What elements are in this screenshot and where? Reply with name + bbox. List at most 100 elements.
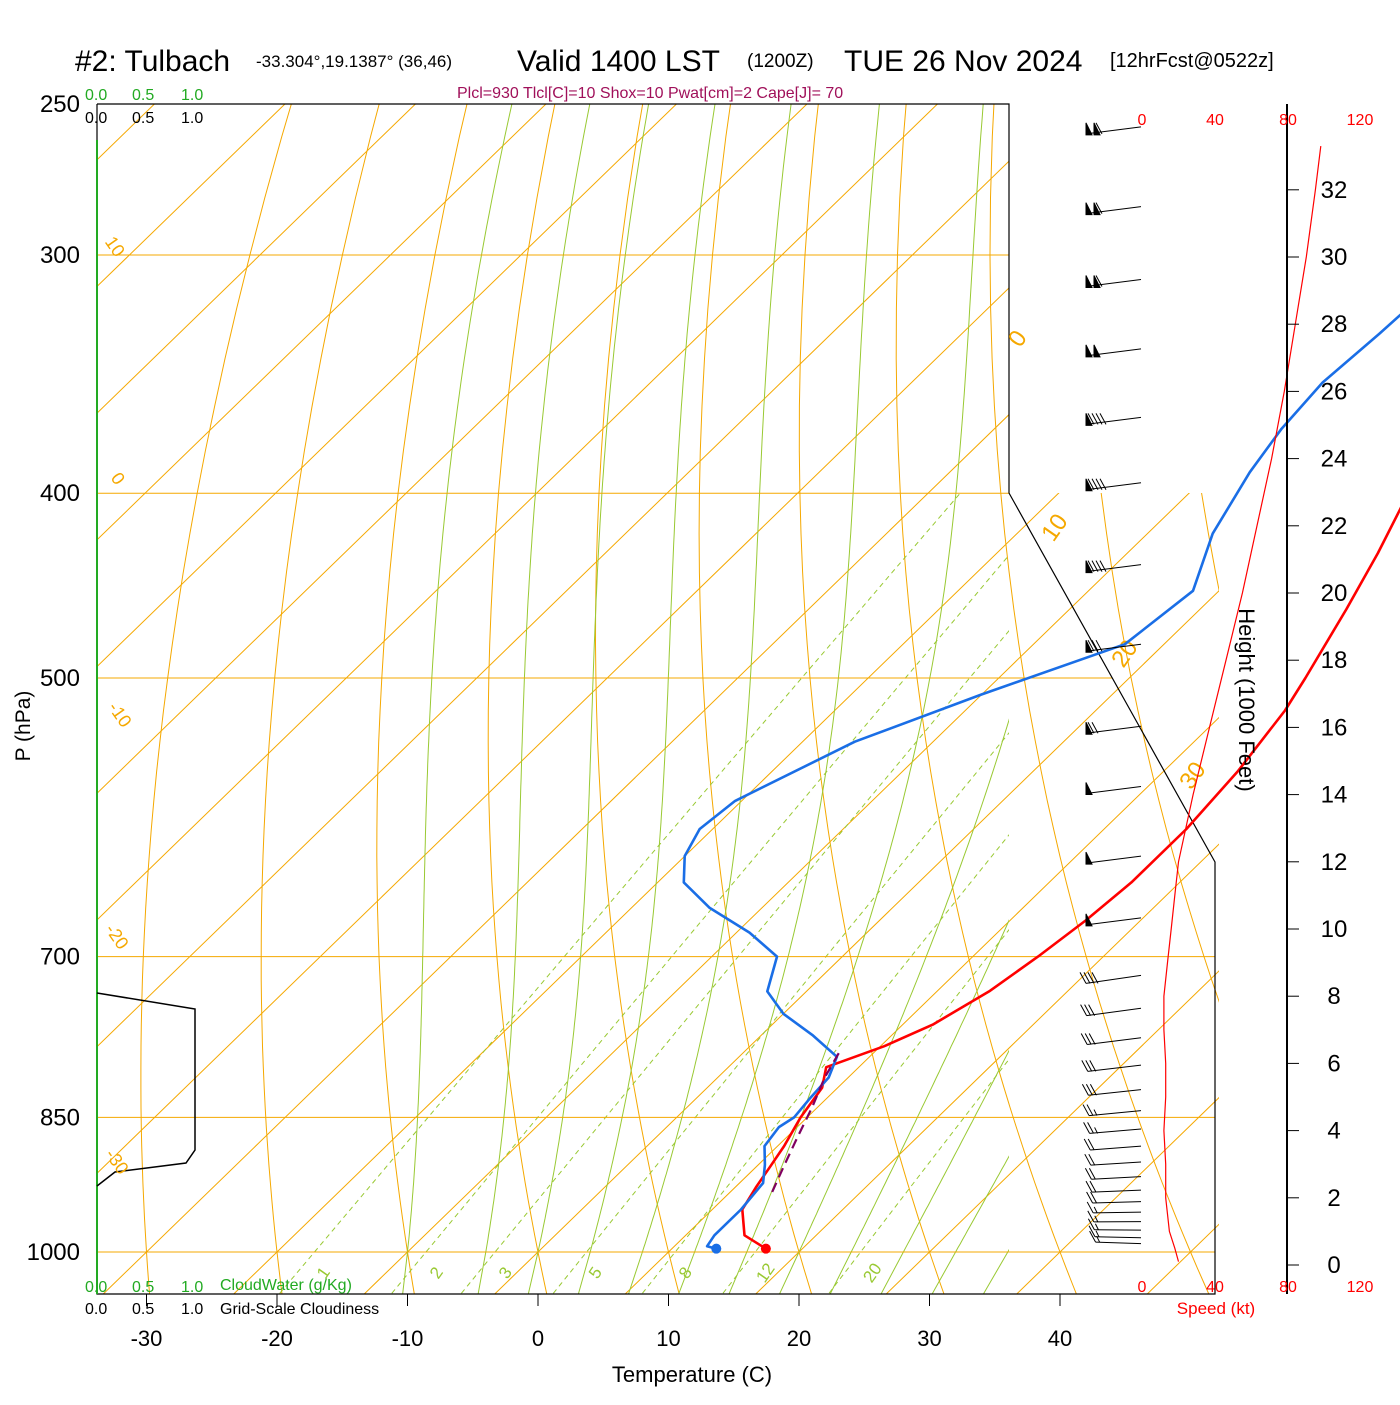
x-tick-label: -20	[261, 1326, 293, 1351]
wind-barb-flag	[1086, 123, 1092, 135]
height-tick-label: 4	[1327, 1118, 1340, 1145]
x-tick-label: 20	[787, 1326, 811, 1351]
isotherm-label: -30	[101, 1145, 132, 1178]
dry-adiabat-line	[1169, 70, 1400, 1331]
pressure-label: 250	[40, 91, 80, 118]
height-tick-label: 22	[1321, 513, 1348, 540]
wind-barb-staff	[1086, 787, 1141, 794]
height-tick-label: 12	[1321, 849, 1348, 876]
cloud-water-tick-top-2: 1.0	[181, 87, 203, 104]
isotherm-line	[0, 104, 1198, 1294]
mixing-ratio-line	[548, 493, 1207, 1300]
wind-barb-staff	[1090, 1146, 1141, 1150]
title-station: #2: Tulbach	[75, 45, 230, 78]
mixing-ratio-label: 20	[859, 1260, 885, 1286]
x-tick-label: -30	[131, 1326, 163, 1351]
dry-adiabats-extension	[141, 70, 1400, 1331]
isotherm-line	[1278, 104, 1400, 1294]
speed-tick-bottom-2: 80	[1279, 1279, 1297, 1296]
wind-barb-staff	[1087, 1008, 1141, 1015]
cloud-water-label: CloudWater (g/Kg)	[220, 1277, 352, 1294]
cloudiness-tick-bottom-0: 0.0	[85, 1301, 107, 1318]
mixing-ratio-label: 5	[585, 1264, 606, 1283]
wind-barb-staff	[1095, 1237, 1141, 1238]
cloud-water-tick-bottom-1: 0.5	[132, 1279, 154, 1296]
title-coords: -33.304°,19.1387° (36,46)	[256, 52, 452, 71]
dry-adiabat-line	[488, 70, 562, 1331]
moist-adiabat-line	[762, 87, 1106, 1331]
isotherm-line	[0, 104, 1068, 1294]
x-axis-label: Temperature (C)	[612, 1362, 772, 1387]
isotherm-label: 0	[107, 469, 129, 489]
wind-barb-staff	[1086, 918, 1141, 925]
cloud-water-tick-top-0: 0.0	[85, 87, 107, 104]
temperature-surface-marker	[761, 1244, 771, 1254]
isotherm-line	[1017, 104, 1400, 1294]
pressure-label: 300	[40, 242, 80, 269]
title-valid: Valid 1400 LST	[517, 45, 720, 78]
cloudiness-tick-top-2: 1.0	[181, 110, 203, 127]
isotherm-line	[756, 104, 1400, 1294]
isotherm-label: 10	[1036, 509, 1073, 546]
pressure-label: 1000	[27, 1239, 80, 1266]
mixing-ratio-label: 8	[675, 1264, 696, 1283]
title-fcst: [12hrFcst@0522z]	[1110, 50, 1274, 72]
wind-barb-staff	[1087, 1038, 1141, 1045]
params-line: Plcl=930 Tlcl[C]=10 Shox=10 Pwat[cm]=2 C…	[457, 85, 843, 102]
wind-barb-half	[1096, 1231, 1099, 1237]
dry-adiabat-line	[990, 70, 1226, 1331]
dry-adiabat-line	[1343, 70, 1400, 1331]
cloud-water-tick-top-1: 0.5	[132, 87, 154, 104]
x-tick-label: -10	[392, 1326, 424, 1351]
cloudiness-tick-top-1: 0.5	[132, 110, 154, 127]
cloudiness-tick-bottom-1: 0.5	[132, 1301, 154, 1318]
height-tick-label: 14	[1321, 782, 1348, 809]
speed-tick-bottom-0: 0	[1138, 1279, 1147, 1296]
isotherm-line	[103, 104, 1329, 1294]
wind-barb-half	[1095, 1224, 1098, 1230]
moist-adiabat-line	[568, 87, 718, 1331]
speed-tick-top-1: 40	[1206, 112, 1224, 129]
speed-tick-bottom-1: 40	[1206, 1279, 1224, 1296]
height-tick-label: 6	[1327, 1050, 1340, 1077]
wind-barb-staff	[1091, 1177, 1141, 1180]
height-tick-label: 10	[1321, 916, 1348, 943]
dry-adiabat-line	[261, 70, 388, 1331]
height-tick-label: 18	[1321, 647, 1348, 674]
wind-barb-half	[1094, 1207, 1097, 1213]
isotherm-line	[234, 104, 1400, 1294]
isotherm-label: 30	[1174, 757, 1211, 794]
cloudiness-tick-bottom-2: 1.0	[181, 1301, 203, 1318]
pressure-label: 700	[40, 944, 80, 971]
height-tick-label: 32	[1321, 177, 1348, 204]
mixing-ratio-lines	[274, 493, 1400, 1300]
wind-barb-staff	[1086, 856, 1141, 863]
mixing-ratio-line	[718, 493, 1359, 1300]
isotherm-line	[1147, 104, 1400, 1294]
isotherm-line	[886, 104, 1400, 1294]
mixing-ratio-line	[637, 493, 1287, 1300]
speed-axis-label: Speed (kt)	[1177, 1299, 1255, 1318]
isotherm-line	[756, 104, 1400, 1294]
height-tick-label: 2	[1327, 1185, 1340, 1212]
title-zulu: (1200Z)	[747, 51, 814, 72]
isotherm-label: -10	[104, 698, 135, 731]
isotherm-line	[886, 104, 1400, 1294]
speed-tick-top-0: 0	[1138, 112, 1147, 129]
dry-adiabat-line	[1081, 70, 1360, 1331]
height-tick-label: 0	[1327, 1252, 1340, 1279]
isotherm-label: 20	[1106, 635, 1143, 672]
height-tick-label: 24	[1321, 446, 1348, 473]
sounding-series	[684, 130, 1400, 1254]
wind-barb-flag	[1086, 345, 1092, 357]
dry-adiabat-line	[488, 70, 562, 1331]
height-tick-label: 30	[1321, 244, 1348, 271]
dry-adiabat-line	[990, 70, 1226, 1331]
cloud-water-tick-bottom-0: 0.0	[85, 1279, 107, 1296]
wind-barb-staff	[1096, 1242, 1141, 1244]
mixing-ratio-label: 12	[752, 1260, 778, 1286]
right-axis-label: Height (1000 Feet)	[1234, 608, 1259, 791]
